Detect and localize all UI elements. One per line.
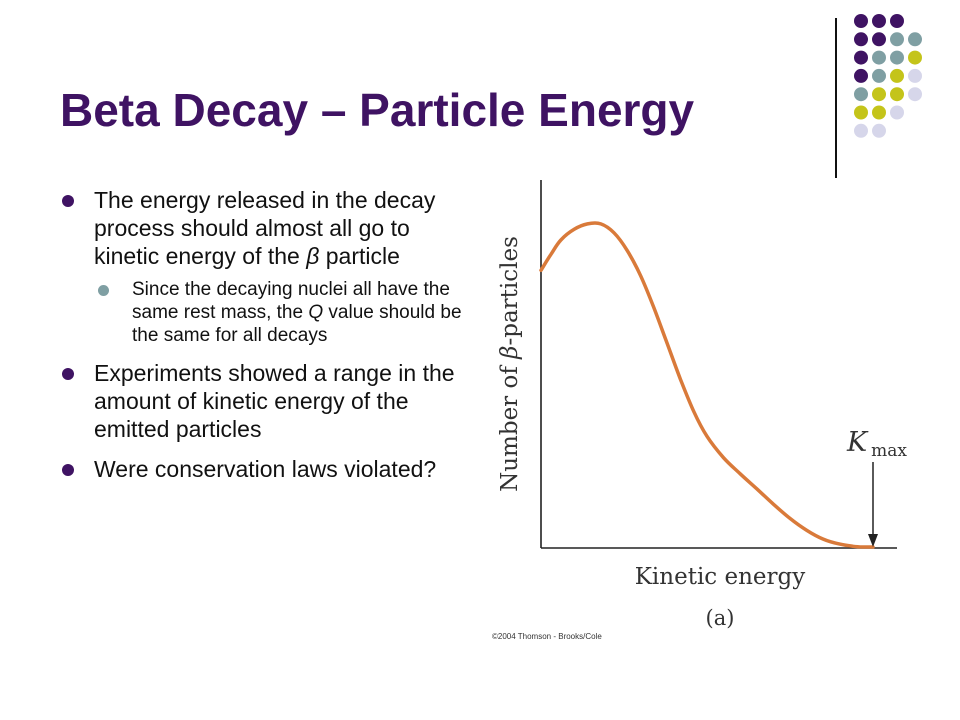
bullet-dot-icon	[62, 195, 74, 207]
beta-spectrum-chart: Number of β-particles Kinetic energy (a)…	[492, 180, 907, 641]
copyright-credit: ©2004 Thomson - Brooks/Cole	[492, 632, 602, 641]
bullet-text: Experiments showed a range in the amount…	[94, 360, 455, 442]
decor-dot	[872, 105, 886, 120]
decor-dot	[908, 32, 922, 47]
spectrum-curve	[539, 221, 875, 549]
decor-dot	[890, 50, 904, 65]
bullet-item: Were conservation laws violated?	[60, 455, 470, 483]
sub-bullet-dot-icon	[98, 285, 109, 296]
decor-dot	[908, 50, 922, 65]
decor-dot	[854, 123, 868, 138]
decor-dot	[854, 50, 868, 65]
decor-dot	[854, 68, 868, 83]
decor-dot	[854, 105, 868, 120]
decor-dot	[854, 87, 868, 102]
decor-dot	[890, 87, 904, 102]
decor-dot	[872, 32, 886, 47]
bullet-item: The energy released in the decay process…	[60, 186, 470, 347]
beta-symbol: β	[306, 243, 320, 269]
decor-dot	[890, 32, 904, 47]
bullet-text: Were conservation laws violated?	[94, 456, 437, 482]
sub-bullet-text-end: value should be the same for all decays	[132, 302, 462, 346]
decor-dot	[872, 68, 886, 83]
kmax-arrowhead	[868, 534, 878, 547]
decor-dot	[890, 68, 904, 83]
bullet-dot-icon	[62, 368, 74, 380]
panel-label: (a)	[706, 606, 735, 630]
decor-dot	[890, 14, 904, 28]
decor-dot	[908, 87, 922, 102]
bullet-dot-icon	[62, 464, 74, 476]
y-axis-label: Number of β-particles	[497, 236, 523, 492]
decor-dot	[890, 105, 904, 120]
bullet-item: Experiments showed a range in the amount…	[60, 359, 470, 443]
sub-bullet-text: Since the decaying nuclei all have the s…	[132, 279, 450, 323]
bullet-list: The energy released in the decay process…	[60, 186, 470, 495]
decor-dot	[872, 14, 886, 28]
decor-dot	[872, 87, 886, 102]
bullet-text-end: particle	[319, 243, 400, 269]
decor-dot	[854, 14, 868, 28]
decorative-vertical-rule	[835, 18, 837, 178]
bullet-text: The energy released in the decay process…	[94, 187, 436, 269]
decor-dot	[854, 32, 868, 47]
q-symbol: Q	[308, 302, 324, 323]
x-axis-label: Kinetic energy	[635, 564, 806, 590]
sub-bullet-item: Since the decaying nuclei all have the s…	[94, 278, 470, 347]
sub-bullet-list: Since the decaying nuclei all have the s…	[94, 278, 470, 347]
decor-dot	[908, 68, 922, 83]
decor-dot	[872, 123, 886, 138]
decor-dot	[872, 50, 886, 65]
slide-title: Beta Decay – Particle Energy	[60, 84, 695, 136]
